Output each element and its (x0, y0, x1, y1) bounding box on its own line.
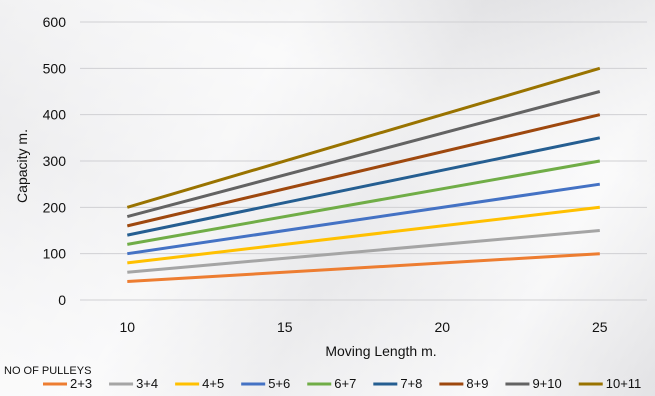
y-axis-title: Capacity m. (14, 129, 30, 203)
legend-label: 5+6 (268, 376, 290, 391)
x-axis-ticks: 10 15 20 25 (119, 319, 607, 335)
series-line-3+4 (127, 229, 600, 274)
x-tick-label: 10 (119, 319, 135, 335)
legend-title: NO OF PULLEYS (4, 365, 91, 377)
legend-label: 2+3 (70, 376, 92, 391)
series-line-10+11 (126, 66, 601, 209)
y-tick-label: 600 (43, 14, 67, 30)
y-tick-label: 300 (43, 153, 67, 169)
series-lines (126, 66, 601, 283)
legend-label: 3+4 (136, 376, 158, 391)
legend-label: 8+9 (466, 376, 488, 391)
y-tick-label: 500 (43, 60, 67, 76)
series-line-8+9 (126, 113, 601, 228)
grid-lines (80, 21, 647, 301)
series-line-9+10 (126, 90, 601, 219)
legend: 2+3 3+4 4+5 5+6 6+7 7+8 8+9 9+10 10+11 (43, 376, 641, 391)
legend-label: 7+8 (400, 376, 422, 391)
y-tick-label: 100 (43, 246, 67, 262)
x-axis-title: Moving Length m. (325, 343, 436, 359)
y-tick-label: 200 (43, 199, 67, 215)
x-tick-label: 25 (592, 319, 608, 335)
y-axis-ticks: 0 100 200 300 400 500 600 (43, 14, 67, 308)
legend-label: 4+5 (202, 376, 224, 391)
legend-label: 10+11 (606, 376, 642, 391)
y-tick-label: 0 (58, 292, 66, 308)
legend-label: 6+7 (334, 376, 356, 391)
series-line-7+8 (126, 136, 601, 237)
series-line-4+5 (127, 205, 600, 265)
legend-label: 9+10 (532, 376, 561, 391)
series-line-2+3 (127, 252, 600, 283)
y-tick-label: 400 (43, 107, 67, 123)
series-line-5+6 (127, 182, 601, 256)
series-line-6+7 (127, 159, 601, 246)
x-tick-label: 20 (434, 319, 450, 335)
x-tick-label: 15 (277, 319, 293, 335)
